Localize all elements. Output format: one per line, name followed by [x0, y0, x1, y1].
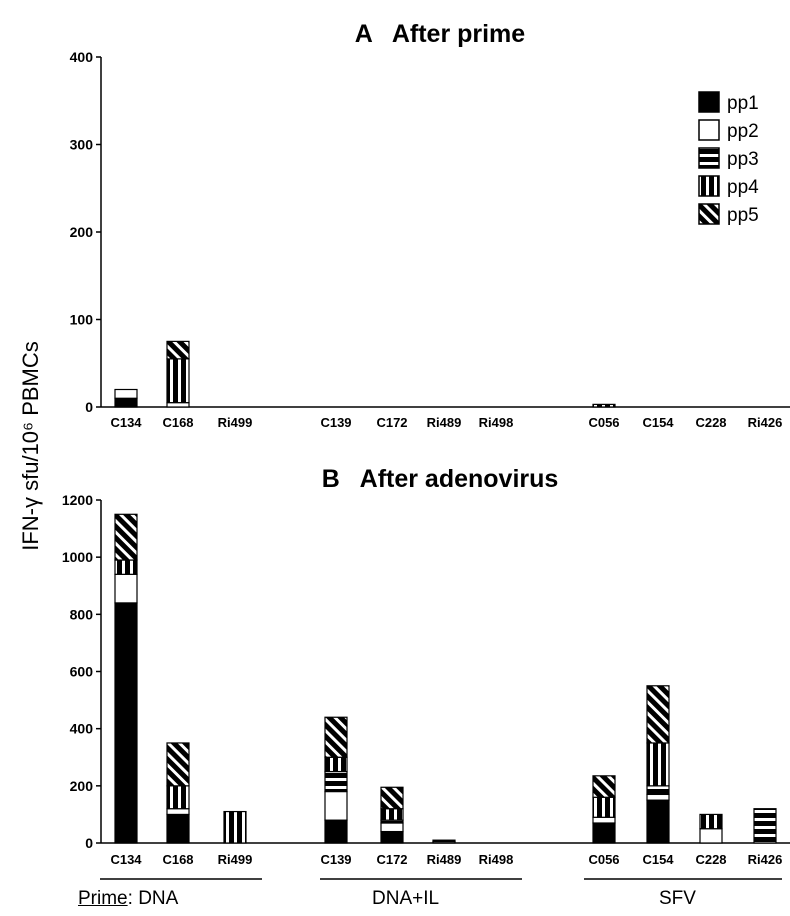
bar-segment: [592, 816, 616, 824]
bar-segment: [223, 810, 247, 844]
prime-key: Prime: [78, 888, 128, 909]
bar-segment: [646, 799, 670, 844]
group-label-sfv: SFV: [659, 888, 696, 909]
bar-segment: [166, 358, 190, 404]
x-tick-label: C056: [588, 415, 619, 430]
bar-segment: [114, 573, 138, 604]
panel-title: A After prime: [355, 20, 525, 48]
x-tick-label: C134: [110, 415, 142, 430]
legend-swatch: [698, 91, 720, 113]
y-tick-label: 800: [70, 606, 94, 622]
bar-segment: [166, 340, 190, 360]
prime-separator: :: [127, 888, 139, 909]
bar-segment: [646, 742, 670, 787]
legend-label: pp4: [727, 177, 759, 198]
y-tick-label: 1200: [62, 492, 93, 508]
bar-segment: [324, 756, 348, 773]
group-label-dna: DNA: [138, 888, 179, 909]
panel-b-chart: B After adenovirus 0 200 400 600 800 1000 1200 C…: [62, 465, 790, 880]
bar-segment: [592, 822, 616, 844]
legend-swatch: [698, 203, 720, 225]
y-tick-label: 0: [85, 399, 93, 415]
y-axis-label: IFN-γ sfu/10⁶ PBMCs: [18, 341, 43, 551]
bar-segment: [592, 775, 616, 798]
prime-row: Prime: DNA DNA+IL SFV: [0, 884, 790, 914]
y-axis-label-text: IFN-γ sfu/10⁶ PBMCs: [18, 341, 43, 551]
panel-a-chart: A After prime 0 100 200 300 400 C134 C168 Ri499 C…: [70, 20, 790, 430]
x-tick-label: C154: [642, 415, 674, 430]
bar-segment: [646, 785, 670, 796]
bar-segment: [114, 388, 138, 399]
x-tick-label: C228: [695, 415, 726, 430]
x-tick-label: Ri489: [427, 415, 462, 430]
prime-label: Prime: DNA: [78, 888, 178, 910]
bar-segment: [114, 397, 138, 408]
legend-label: pp2: [727, 121, 759, 142]
y-tick-label: 200: [70, 224, 94, 240]
x-tick-label: C228: [695, 852, 726, 867]
bar-segment: [166, 402, 190, 408]
bar-segment: [114, 602, 138, 844]
y-tick-label: 0: [85, 835, 93, 851]
y-tick-label: 200: [70, 778, 94, 794]
x-tick-label: Ri426: [748, 852, 783, 867]
bar-segment: [646, 793, 670, 801]
bar-segment: [324, 770, 348, 793]
bar-segment: [166, 742, 190, 787]
legend-swatch: [698, 119, 720, 141]
x-tick-label: C172: [376, 415, 407, 430]
bar-segment: [114, 559, 138, 575]
bar-segment: [699, 828, 723, 844]
x-tick-label: C172: [376, 852, 407, 867]
x-tick-label: Ri489: [427, 852, 462, 867]
bar-segment: [753, 808, 777, 844]
bar-segment: [166, 813, 190, 844]
bar-segment: [380, 822, 404, 833]
legend-swatch: [698, 147, 720, 169]
y-tick-label: 300: [70, 137, 94, 153]
x-tick-label: C134: [110, 852, 142, 867]
x-tick-label: Ri426: [748, 415, 783, 430]
x-tick-label: Ri498: [479, 852, 514, 867]
x-tick-label: C139: [320, 852, 351, 867]
bar-segment: [646, 685, 670, 744]
y-tick-label: 600: [70, 664, 94, 680]
bar-segment: [380, 786, 404, 810]
bar-segment: [324, 790, 348, 821]
legend-swatch: [698, 175, 720, 197]
y-tick-label: 400: [70, 721, 94, 737]
x-tick-label: C168: [162, 415, 193, 430]
x-tick-label: C056: [588, 852, 619, 867]
bar-segment: [166, 785, 190, 810]
bar-segment: [699, 813, 723, 830]
bar-segment: [380, 830, 404, 844]
x-tick-label: Ri499: [218, 852, 253, 867]
panel-title: B After adenovirus: [322, 465, 559, 493]
bar-segment: [324, 819, 348, 844]
bar-segment: [592, 796, 616, 818]
bar-segment: [592, 403, 616, 408]
y-tick-label: 100: [70, 312, 94, 328]
legend: pp1 pp2 pp3 pp4 pp5: [698, 91, 759, 226]
y-tick-label: 400: [70, 49, 94, 65]
legend-label: pp1: [727, 93, 759, 114]
bar-segment: [324, 716, 348, 758]
x-tick-label: Ri499: [218, 415, 253, 430]
y-tick-label: 1000: [62, 549, 93, 565]
bar-segment: [432, 839, 456, 843]
x-tick-label: C139: [320, 415, 351, 430]
x-tick-label: Ri498: [479, 415, 514, 430]
x-tick-label: C154: [642, 852, 674, 867]
bar-segment: [166, 808, 190, 816]
bar-segment: [114, 513, 138, 561]
legend-label: pp5: [727, 205, 759, 226]
x-tick-label: C168: [162, 852, 193, 867]
bar-segment: [380, 808, 404, 821]
group-label-dna-il: DNA+IL: [372, 888, 440, 909]
legend-label: pp3: [727, 149, 759, 170]
